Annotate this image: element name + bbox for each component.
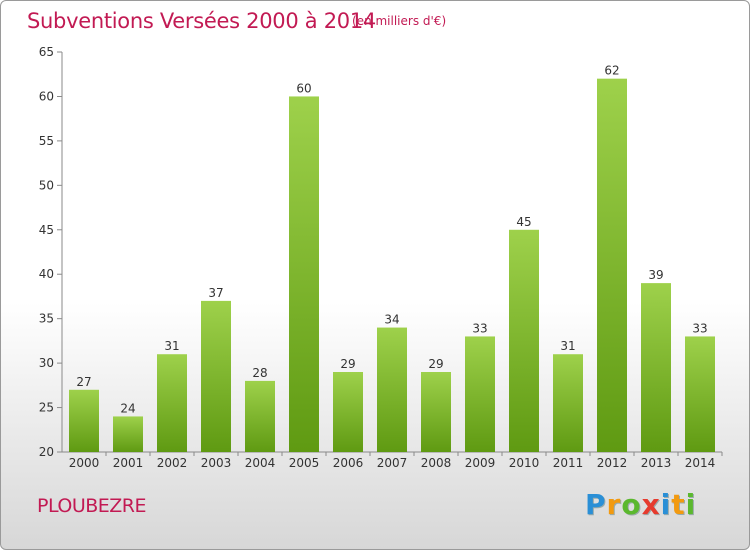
data-label: 29 bbox=[340, 357, 355, 371]
y-tick-label: 40 bbox=[39, 267, 54, 281]
bar-2008 bbox=[421, 372, 451, 452]
y-tick-label: 50 bbox=[39, 178, 54, 192]
bar-2012 bbox=[597, 78, 627, 453]
data-label: 37 bbox=[208, 286, 223, 300]
y-tick-label: 65 bbox=[39, 45, 54, 59]
x-tick-label: 2009 bbox=[465, 456, 496, 470]
bar-2013 bbox=[641, 283, 671, 452]
data-label: 29 bbox=[428, 357, 443, 371]
y-tick-label: 20 bbox=[39, 445, 54, 459]
data-label: 39 bbox=[648, 268, 663, 282]
bar-2014 bbox=[685, 336, 715, 452]
data-label: 33 bbox=[692, 321, 707, 335]
x-tick-label: 2008 bbox=[421, 456, 452, 470]
commune-name: PLOUBEZRE bbox=[37, 495, 147, 517]
bar-2003 bbox=[201, 300, 231, 452]
data-label: 34 bbox=[384, 313, 399, 327]
x-tick-label: 2010 bbox=[509, 456, 540, 470]
chart-subtitle: (en milliers d'€) bbox=[352, 14, 447, 28]
x-tick-label: 2003 bbox=[201, 456, 232, 470]
x-tick-label: 2007 bbox=[377, 456, 408, 470]
y-tick-label: 30 bbox=[39, 356, 54, 370]
bar-2006 bbox=[333, 372, 363, 452]
data-label: 28 bbox=[252, 366, 267, 380]
x-tick-label: 2000 bbox=[69, 456, 100, 470]
x-tick-label: 2012 bbox=[597, 456, 628, 470]
bar-2011 bbox=[553, 354, 583, 452]
y-tick-label: 25 bbox=[39, 401, 54, 415]
data-label: 62 bbox=[604, 64, 619, 78]
y-tick-label: 45 bbox=[39, 223, 54, 237]
x-tick-label: 2002 bbox=[157, 456, 188, 470]
bar-2002 bbox=[157, 354, 187, 452]
chart-title: Subventions Versées 2000 à 2014 bbox=[27, 9, 376, 33]
data-label: 31 bbox=[560, 339, 575, 353]
data-label: 31 bbox=[164, 339, 179, 353]
bar-2005 bbox=[289, 96, 319, 452]
y-tick-label: 60 bbox=[39, 89, 54, 103]
x-tick-label: 2014 bbox=[685, 456, 716, 470]
bar-2009 bbox=[465, 336, 495, 452]
bar-2007 bbox=[377, 327, 407, 452]
y-tick-label: 35 bbox=[39, 312, 54, 326]
bar-2004 bbox=[245, 380, 275, 452]
data-label: 60 bbox=[296, 81, 311, 95]
proxiti-logo: Proxiti bbox=[585, 488, 697, 521]
bar-2010 bbox=[509, 229, 539, 452]
data-label: 33 bbox=[472, 321, 487, 335]
x-tick-label: 2001 bbox=[113, 456, 144, 470]
bar-2001 bbox=[113, 416, 143, 452]
data-label: 27 bbox=[76, 375, 91, 389]
bar-2000 bbox=[69, 389, 99, 452]
x-tick-label: 2004 bbox=[245, 456, 276, 470]
x-tick-label: 2005 bbox=[289, 456, 320, 470]
data-label: 24 bbox=[120, 401, 135, 415]
x-tick-label: 2011 bbox=[553, 456, 584, 470]
y-tick-label: 55 bbox=[39, 134, 54, 148]
x-tick-label: 2006 bbox=[333, 456, 364, 470]
data-label: 45 bbox=[516, 215, 531, 229]
x-tick-label: 2013 bbox=[641, 456, 672, 470]
